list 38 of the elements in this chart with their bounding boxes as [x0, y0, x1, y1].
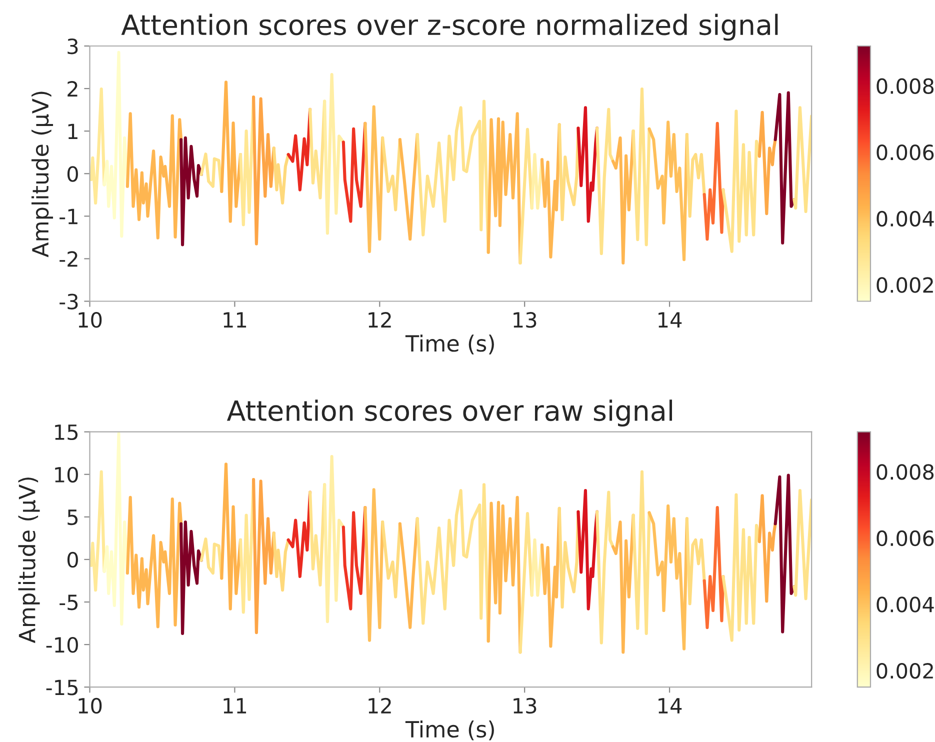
x-axis-title: Time (s)	[405, 334, 494, 354]
x-tick-label: 10	[78, 698, 102, 714]
y-tick-label: 5	[68, 510, 78, 526]
y-tick-label: -3	[60, 294, 78, 310]
x-tick-label: 10	[78, 312, 102, 328]
y-tick-label: 2	[68, 81, 78, 96]
y-tick-label: 0	[67, 552, 78, 568]
color-bar-label: 0.008	[876, 464, 934, 480]
x-tick-label: 11	[224, 312, 246, 328]
y-tick-label: -5	[60, 594, 78, 610]
color-bar-label: 0.002	[876, 277, 933, 293]
y-tick-label: 10	[55, 466, 78, 483]
x-tick-label: 12	[368, 698, 391, 714]
color-bar-label: 0.002	[876, 662, 933, 679]
color-bar-label: 0.006	[876, 144, 934, 160]
y-tick-label: 0	[67, 166, 78, 182]
color-bar-label: 0.004	[876, 210, 934, 227]
y-tick-label: 1	[68, 124, 78, 139]
x-tick-label: 14	[658, 698, 682, 714]
x-tick-label: 13	[514, 698, 536, 714]
y-tick-label: 15	[55, 424, 78, 440]
y-axis-title: Amplitude (µV)	[32, 92, 54, 258]
chart-title: Attention scores over z-score normalized signal	[121, 14, 778, 41]
color-bar-label: 0.006	[876, 530, 934, 546]
x-tick-label: 11	[224, 698, 246, 714]
chart-title: Attention scores over raw signal	[226, 400, 672, 427]
y-tick-label: -1	[60, 208, 78, 224]
x-tick-label: 14	[658, 312, 682, 328]
y-tick-label: -10	[46, 637, 78, 653]
y-tick-label: 3	[68, 38, 78, 54]
color-bar-label: 0.008	[876, 78, 934, 94]
y-axis-title: Amplitude (µV)	[18, 478, 40, 644]
color-bar-label: 0.004	[876, 596, 934, 612]
x-tick-label: 13	[514, 312, 536, 328]
x-tick-label: 12	[368, 312, 391, 328]
y-tick-label: -15	[46, 680, 78, 696]
y-tick-label: -2	[60, 251, 78, 267]
x-axis-title: Time (s)	[405, 720, 494, 740]
